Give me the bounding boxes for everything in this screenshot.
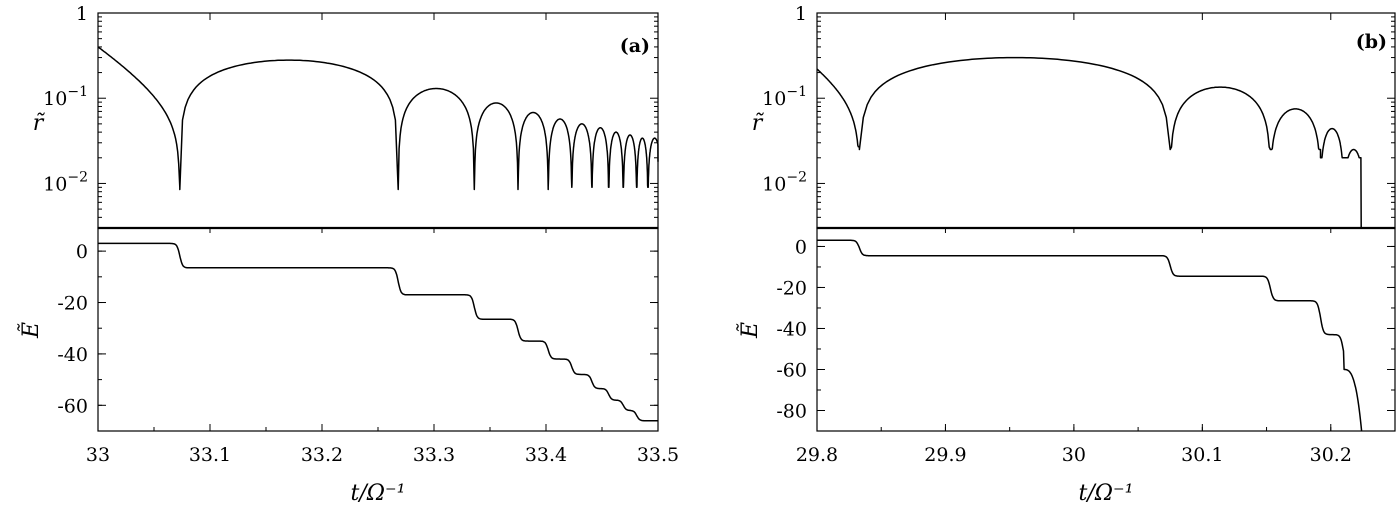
x-tick-label: 33.2: [301, 444, 343, 466]
y-tick-label: -60: [57, 395, 88, 417]
chart-a-top-ylabel: r̃: [33, 111, 46, 136]
chart-b-xlabel: t/Ω⁻¹: [1079, 481, 1134, 506]
x-tick-label: 30: [1062, 444, 1086, 466]
chart-b: 29.8 29.9 30 30.1 30.2 1 10−1 10−2 0 -20 -40 -60 -80…: [735, 3, 1396, 506]
chart-a-bottom-ylabel: Ẽ: [16, 322, 44, 339]
y-tick-label: -20: [776, 277, 807, 299]
y-tick-label: 1: [76, 3, 88, 25]
chart-b-top-ylabel: r̃: [752, 111, 765, 136]
chart-a-e-series: [97, 242, 659, 422]
chart-a-ticks: 33 33.1 33.2 33.3 33.4 33.5 1 10−1 10−2 0 -20 -40 -6…: [43, 3, 679, 466]
chart-b-panel-label: (b): [1356, 31, 1387, 53]
x-tick-label: 29.8: [796, 444, 838, 466]
y-tick-label: 1: [795, 3, 807, 25]
y-tick-label: -20: [57, 293, 88, 315]
y-tick-label: 10−1: [762, 84, 807, 110]
y-tick-label: -80: [776, 400, 807, 422]
x-tick-label: 30.1: [1181, 444, 1223, 466]
y-tick-label: 10−2: [43, 169, 88, 195]
y-tick-label: -40: [776, 318, 807, 340]
chart-b-bottom-ylabel: Ẽ: [735, 322, 763, 339]
y-tick-label: 0: [76, 241, 88, 263]
y-tick-label: 10−1: [43, 84, 88, 110]
y-tick-label: 10−2: [762, 169, 807, 195]
chart-a-bottom-frame: [97, 227, 659, 432]
chart-a-panel-label: (a): [620, 35, 650, 57]
x-tick-label: 33: [86, 444, 110, 466]
x-tick-label: 29.9: [924, 444, 966, 466]
x-tick-label: 33.1: [189, 444, 231, 466]
chart-b-r-series: [816, 56, 1363, 229]
chart-b-ticks: 29.8 29.9 30 30.1 30.2 1 10−1 10−2 0 -20 -40 -60 -80: [762, 3, 1396, 466]
x-tick-label: 33.5: [637, 444, 679, 466]
x-tick-label: 30.2: [1310, 444, 1352, 466]
chart-a: 33 33.1 33.2 33.3 33.4 33.5 1 10−1 10−2 0 -20 -40 -6…: [16, 3, 679, 506]
y-tick-label: 0: [795, 236, 807, 258]
x-tick-label: 33.4: [525, 444, 567, 466]
chart-b-bottom-frame: [816, 227, 1396, 432]
chart-b-top-frame: [816, 12, 1396, 229]
y-tick-label: -60: [776, 359, 807, 381]
x-tick-label: 33.3: [413, 444, 455, 466]
chart-b-e-series: [816, 239, 1363, 432]
y-tick-label: -40: [57, 344, 88, 366]
chart-a-r-series: [97, 46, 659, 191]
chart-a-xlabel: t/Ω⁻¹: [351, 481, 406, 506]
